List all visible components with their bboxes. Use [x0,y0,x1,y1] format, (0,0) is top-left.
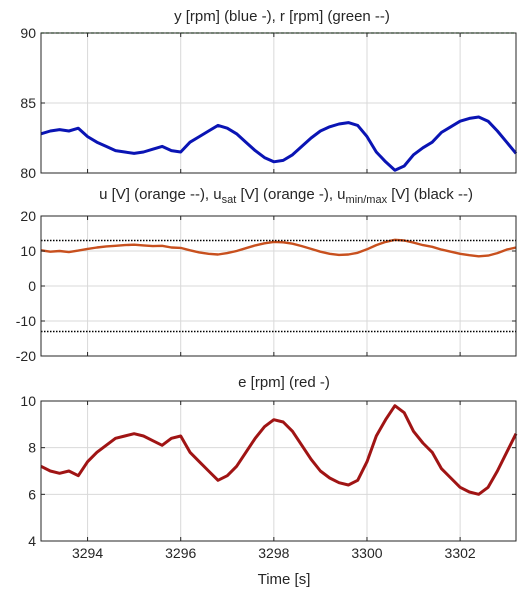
panel-2-title: u [V] (orange --), usat [V] (orange -), … [99,186,473,206]
panel-1-speed: 80 85 90 [20,25,518,181]
y-tick-label: -20 [16,348,36,364]
panel-3-error: 3294 3296 3298 3300 3302 4 6 8 10 [20,393,518,561]
y-tick-label: 10 [20,243,36,259]
y-tick-label: 90 [20,25,36,41]
title-subscript: sat [222,194,237,206]
x-tick-label: 3302 [445,545,476,561]
x-axis-label: Time [s] [258,571,311,588]
y-tick-label: 6 [28,486,36,502]
plot-area [40,400,517,542]
panel-1-title: y [rpm] (blue -), r [rpm] (green --) [174,8,390,25]
y-tick-label: 0 [28,278,36,294]
plot-frame [40,400,517,542]
title-subscript: min/max [346,194,388,206]
panel-2-voltage: -20 -10 0 10 20 [16,208,517,364]
y-tick-label: 20 [20,208,36,224]
title-text: [V] (black --) [387,186,473,203]
title-text: u [V] (orange --), u [99,186,222,203]
y-tick-label: 10 [20,393,36,409]
series-line-1-0 [40,238,517,258]
panel-3-title: e [rpm] (red -) [238,374,330,391]
title-text: [V] (orange -), u [236,186,345,203]
y-tick-label: 4 [28,533,36,549]
x-tick-label: 3296 [165,545,196,561]
x-tick-label: 3298 [258,545,289,561]
series-line-0-0 [40,115,518,172]
x-tick-label: 3300 [351,545,382,561]
y-tick-label: -10 [16,313,36,329]
y-tick-label: 8 [28,440,36,456]
x-tick-label: 3294 [72,545,103,561]
y-tick-label: 85 [20,95,36,111]
y-tick-label: 80 [20,165,36,181]
series-line-2-0 [40,404,518,496]
